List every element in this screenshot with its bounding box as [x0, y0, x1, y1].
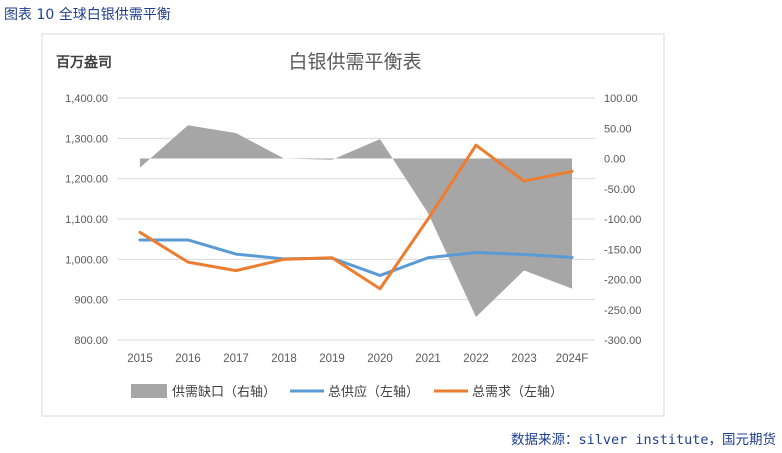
figure-label: 图表 10 全球白银供需平衡	[4, 7, 171, 23]
gap-area	[140, 125, 572, 318]
left-tick-label: 1,000.00	[65, 254, 108, 266]
x-tick-label: 2020	[367, 353, 393, 365]
legend: 供需缺口（右轴） 总供应（左轴） 总需求（左轴）	[131, 384, 563, 399]
x-tick-label: 2016	[175, 353, 201, 365]
left-tick-label: 1,400.00	[65, 93, 108, 105]
left-tick-label: 1,200.00	[65, 174, 108, 186]
right-axis-ticks: -300.00 -250.00 -200.00 -150.00 -100.00 -50.0…	[604, 93, 641, 347]
right-tick-label: -100.00	[604, 214, 641, 226]
x-tick-label: 2024F	[556, 353, 589, 365]
left-tick-label: 900.00	[74, 295, 108, 307]
data-source: 数据来源：silver institute，国元期货	[510, 432, 776, 448]
x-tick-label: 2021	[415, 353, 441, 365]
left-axis-ticks: 800.00 900.00 1,000.00 1,100.00 1,200.00 1,30…	[65, 93, 108, 347]
supply-line	[138, 238, 574, 277]
x-tick-label: 2015	[127, 353, 153, 365]
right-tick-label: -250.00	[604, 305, 641, 317]
right-tick-label: 0.00	[604, 154, 625, 166]
left-tick-label: 1,100.00	[65, 214, 108, 226]
x-tick-label: 2019	[319, 353, 345, 365]
demand-line	[138, 143, 574, 291]
left-tick-label: 800.00	[74, 335, 108, 347]
legend-label-demand: 总需求（左轴）	[472, 384, 563, 399]
x-tick-label: 2022	[463, 353, 489, 365]
legend-label-supply: 总供应（左轴）	[328, 384, 419, 399]
right-tick-label: 100.00	[604, 93, 638, 105]
right-tick-label: -50.00	[604, 184, 635, 196]
unit-label: 百万盎司	[56, 54, 112, 70]
line-layer	[138, 143, 574, 291]
x-axis-ticks: 2015 2016 2017 2018 2019 2020 2021 2022 2023 2024…	[127, 353, 588, 365]
x-tick-label: 2017	[223, 353, 249, 365]
right-tick-label: -300.00	[604, 335, 641, 347]
gap-area-layer	[139, 125, 573, 318]
right-tick-label: -200.00	[604, 275, 641, 287]
right-tick-label: -150.00	[604, 244, 641, 256]
x-tick-label: 2018	[271, 353, 297, 365]
x-tick-label: 2023	[511, 353, 537, 365]
right-tick-label: 50.00	[604, 123, 632, 135]
chart-title: 白银供需平衡表	[288, 51, 421, 73]
legend-label-gap: 供需缺口（右轴）	[172, 384, 276, 399]
left-tick-label: 1,300.00	[65, 133, 108, 145]
legend-swatch-gap	[131, 384, 167, 398]
